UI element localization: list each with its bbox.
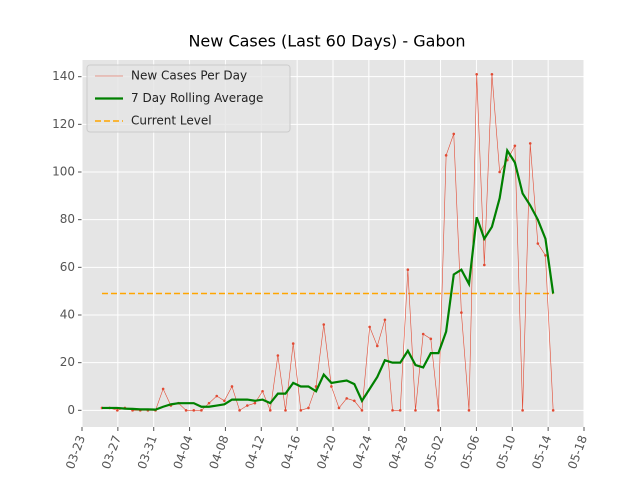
series-line <box>101 147 555 411</box>
y-tick-label: 40 <box>60 307 75 321</box>
data-point <box>460 311 463 314</box>
data-point <box>406 268 410 272</box>
x-tick-label: 04-12 <box>242 433 267 471</box>
data-point <box>238 409 241 412</box>
y-tick-label: 100 <box>52 165 75 179</box>
data-point <box>223 399 226 403</box>
x-tick-label: 04-24 <box>350 433 375 471</box>
data-point <box>268 409 272 412</box>
legend-label: Current Level <box>131 114 212 128</box>
x-tick-label: 03-31 <box>135 433 160 471</box>
y-tick-label: 20 <box>60 355 75 369</box>
data-point <box>490 72 494 76</box>
data-point <box>261 389 264 393</box>
x-tick-label: 05-10 <box>493 433 518 471</box>
x-tick-label: 04-28 <box>386 433 411 471</box>
data-point <box>483 263 486 267</box>
data-point <box>429 337 433 341</box>
x-tick-label: 03-23 <box>63 433 88 471</box>
legend-box <box>86 64 291 133</box>
data-point <box>299 409 303 412</box>
legend-label: 7 Day Rolling Average <box>131 91 263 105</box>
y-tick-label: 60 <box>60 260 75 274</box>
data-point <box>253 401 257 405</box>
data-point <box>528 142 532 145</box>
data-point <box>200 409 203 412</box>
x-tick-label: 04-04 <box>171 433 196 471</box>
data-point <box>276 354 280 357</box>
data-point <box>467 409 471 412</box>
data-point <box>246 404 249 407</box>
x-tick-label: 05-18 <box>565 433 590 471</box>
data-point <box>521 409 524 412</box>
data-point <box>513 144 517 148</box>
data-point <box>360 409 364 412</box>
data-point <box>398 409 402 412</box>
chart-title: New Cases (Last 60 Days) - Gabon <box>188 32 465 51</box>
data-point <box>475 72 478 76</box>
data-point <box>322 323 326 326</box>
data-point <box>421 332 425 336</box>
y-tick-label: 80 <box>60 212 75 226</box>
data-point <box>544 254 547 257</box>
y-tick-label: 0 <box>67 403 75 417</box>
data-point <box>498 170 501 174</box>
data-point <box>330 385 333 388</box>
data-point <box>184 409 188 412</box>
legend-label: New Cases Per Day <box>131 69 247 83</box>
data-point <box>414 409 417 412</box>
x-tick-label: 04-20 <box>314 433 339 471</box>
data-point <box>307 406 310 410</box>
data-point <box>230 385 234 388</box>
x-tick-label: 05-14 <box>529 433 554 471</box>
x-tick-label: 04-16 <box>278 433 303 471</box>
data-point <box>383 318 387 322</box>
y-tick-label: 140 <box>52 69 75 83</box>
data-point <box>207 401 211 405</box>
data-point <box>345 397 349 400</box>
data-point <box>291 342 295 345</box>
y-tick-label: 120 <box>52 117 75 131</box>
data-point <box>314 385 318 388</box>
data-point <box>215 394 219 398</box>
data-point <box>551 409 555 412</box>
legend: New Cases Per Day 7 Day Rolling Average Cu… <box>86 64 291 133</box>
data-point <box>536 242 540 245</box>
data-point <box>391 409 394 412</box>
data-point <box>444 154 448 157</box>
x-tick-label: 04-08 <box>206 433 231 471</box>
data-point <box>284 409 287 412</box>
data-point <box>353 399 356 403</box>
x-tick-label: 05-06 <box>457 433 482 471</box>
data-point <box>116 409 119 412</box>
data-point <box>375 344 379 348</box>
x-tick-label: 03-27 <box>99 433 124 471</box>
data-point <box>452 132 456 136</box>
x-tick-label: 05-02 <box>422 433 447 471</box>
data-point <box>337 406 341 410</box>
data-point <box>192 409 196 412</box>
data-point <box>161 387 165 391</box>
data-point <box>368 325 371 329</box>
data-point <box>437 409 440 412</box>
